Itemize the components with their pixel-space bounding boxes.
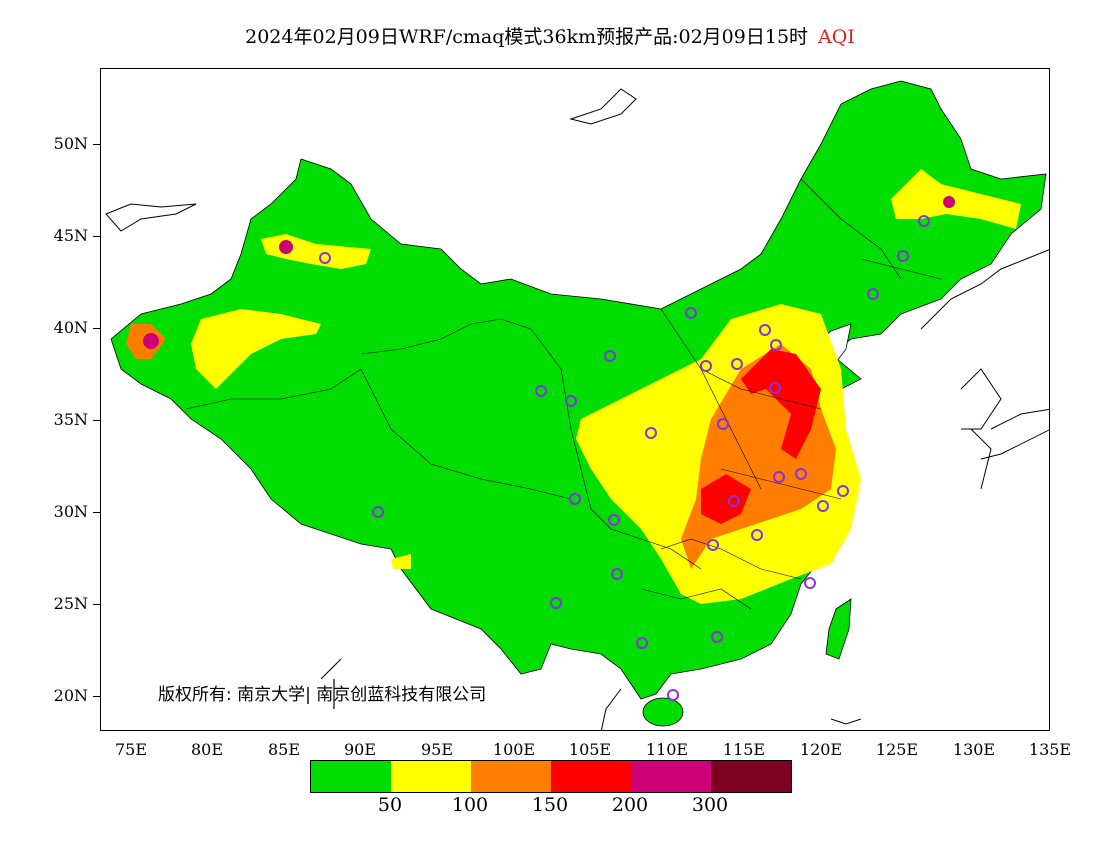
legend-label-300: 300: [691, 794, 729, 816]
x-tick-100e: 100E: [492, 740, 536, 759]
station-marker: [795, 468, 807, 480]
legend-color-very-unhealthy: [631, 761, 711, 792]
station-marker: [611, 568, 623, 580]
coastline-outline-nw: [105, 203, 197, 232]
station-marker: [817, 500, 829, 512]
y-tick-30n: 30N: [53, 502, 88, 521]
aqi-zone-moderate-northeast: [891, 169, 1021, 229]
aqi-zone-unhealthy-north: [741, 349, 821, 459]
station-marker: [569, 493, 581, 505]
station-marker: [535, 385, 547, 397]
china-landmass: [110, 80, 1047, 700]
station-marker: [770, 339, 782, 351]
station-marker: [645, 427, 657, 439]
y-tick-35n: 35N: [53, 410, 88, 429]
station-marker: [731, 358, 743, 370]
x-tick-115e: 115E: [722, 740, 766, 759]
station-marker: [372, 506, 384, 518]
hainan-island: [642, 697, 684, 727]
map-title: 2024年02月09日WRF/cmaq模式36km预报产品:02月09日15时 A…: [0, 22, 1100, 49]
y-tickmark: [93, 144, 100, 145]
y-tickmark: [93, 604, 100, 605]
legend-label-100: 100: [451, 794, 489, 816]
coastline-outline-south: [320, 658, 862, 730]
title-main-text: 2024年02月09日WRF/cmaq模式36km预报产品:02月09日15时: [245, 26, 809, 48]
station-marker: [769, 382, 781, 394]
x-tick-85e: 85E: [267, 740, 301, 759]
station-marker: [319, 252, 331, 264]
y-tick-45n: 45N: [53, 226, 88, 245]
legend-color-sensitive: [471, 761, 551, 792]
station-marker: [711, 631, 723, 643]
aqi-hotspot-kashgar: [143, 333, 159, 349]
aqi-zone-unhealthy-central: [701, 474, 751, 524]
aqi-map[interactable]: [101, 69, 1050, 731]
title-variable-text: AQI: [818, 26, 855, 48]
station-marker: [751, 529, 763, 541]
y-tickmark: [93, 696, 100, 697]
x-tick-120e: 120E: [799, 740, 843, 759]
station-marker: [867, 288, 879, 300]
station-marker: [685, 307, 697, 319]
y-tickmark: [93, 512, 100, 513]
station-marker: [707, 539, 719, 551]
station-marker: [759, 324, 771, 336]
y-tickmark: [93, 420, 100, 421]
station-markers: [319, 215, 930, 701]
station-marker: [804, 577, 816, 589]
legend-color-good: [311, 761, 391, 792]
x-tick-80e: 80E: [190, 740, 224, 759]
x-tick-130e: 130E: [952, 740, 996, 759]
legend-label-150: 150: [531, 794, 569, 816]
y-tick-40n: 40N: [53, 318, 88, 337]
station-marker: [837, 485, 849, 497]
province-boundaries: [185, 178, 942, 610]
legend-label-200: 200: [611, 794, 649, 816]
coastline-outline-north: [569, 88, 637, 125]
map-frame[interactable]: [100, 68, 1050, 731]
legend-label-50: 50: [377, 794, 403, 816]
legend-color-unhealthy: [551, 761, 631, 792]
x-tick-90e: 90E: [343, 740, 377, 759]
y-tickmark: [93, 328, 100, 329]
aqi-zone-moderate-west: [191, 309, 321, 389]
aqi-hotspot-urumqi: [279, 240, 293, 254]
x-tick-125e: 125E: [875, 740, 919, 759]
station-marker: [608, 514, 620, 526]
station-marker: [773, 471, 785, 483]
station-marker: [717, 418, 729, 430]
station-marker: [897, 250, 909, 262]
y-tick-20n: 20N: [53, 686, 88, 705]
x-tick-105e: 105E: [568, 740, 612, 759]
station-marker: [550, 597, 562, 609]
x-tick-110e: 110E: [645, 740, 689, 759]
coastline-outline-east: [920, 249, 1049, 490]
taiwan-island: [825, 598, 852, 660]
station-marker: [565, 395, 577, 407]
station-marker: [667, 689, 679, 701]
x-tick-75e: 75E: [114, 740, 148, 759]
station-marker: [918, 215, 930, 227]
copyright-text: 版权所有: 南京大学| 南京创蓝科技有限公司: [158, 685, 487, 705]
aqi-zone-moderate-sw: [391, 554, 411, 569]
station-marker: [636, 637, 648, 649]
x-tick-135e: 135E: [1028, 740, 1072, 759]
legend-color-moderate: [391, 761, 471, 792]
station-marker: [728, 495, 740, 507]
y-tick-50n: 50N: [53, 134, 88, 153]
aqi-hotspot-harbin: [943, 196, 955, 208]
x-tick-95e: 95E: [420, 740, 454, 759]
station-marker: [604, 350, 616, 362]
y-tick-25n: 25N: [53, 594, 88, 613]
y-tickmark: [93, 236, 100, 237]
legend-color-hazardous: [711, 761, 791, 792]
station-marker: [700, 360, 712, 372]
aqi-legend: [310, 760, 792, 793]
